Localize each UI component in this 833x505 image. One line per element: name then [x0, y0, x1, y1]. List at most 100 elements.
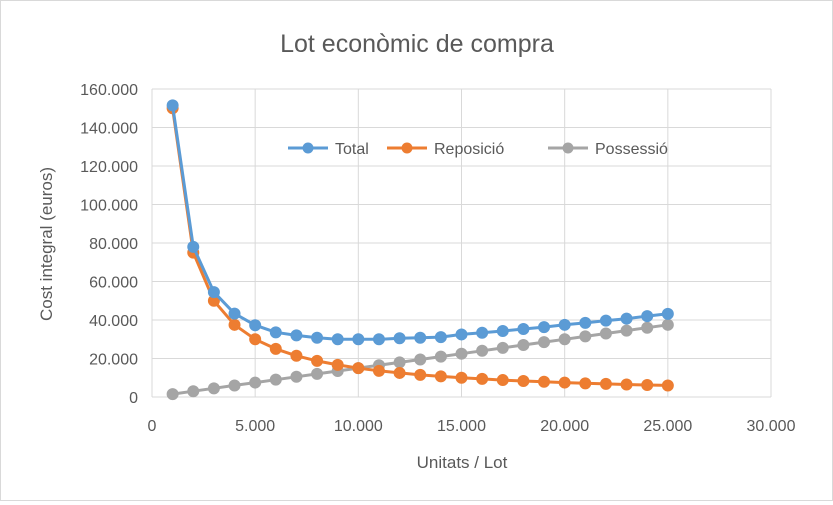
data-point-total	[414, 331, 427, 344]
data-point-possessio	[393, 356, 406, 369]
legend-label: Reposició	[434, 141, 504, 158]
data-point-reposicio	[599, 377, 612, 390]
data-point-total	[290, 329, 303, 342]
y-tick-label: 80.000	[89, 236, 138, 253]
data-point-total	[228, 307, 241, 320]
data-point-reposicio	[228, 318, 241, 331]
legend-label: Total	[335, 141, 369, 158]
y-tick-label: 20.000	[89, 352, 138, 369]
data-point-possessio	[579, 330, 592, 343]
data-point-possessio	[228, 379, 241, 392]
x-tick-label: 10.000	[334, 418, 383, 435]
data-point-reposicio	[434, 370, 447, 383]
data-point-total	[249, 319, 262, 332]
data-point-possessio	[187, 385, 200, 398]
data-point-possessio	[476, 344, 489, 357]
data-point-reposicio	[476, 372, 489, 385]
data-point-total	[331, 333, 344, 346]
data-point-reposicio	[352, 362, 365, 375]
legend-swatch-marker	[401, 142, 413, 154]
legend: Total Reposició Possessió	[288, 141, 668, 158]
axes	[151, 89, 771, 398]
data-point-possessio	[290, 370, 303, 383]
data-point-reposicio	[620, 378, 633, 391]
data-point-reposicio	[661, 379, 674, 392]
data-point-total	[393, 332, 406, 345]
y-tick-labels: 0 20.000 40.000 60.000 80.000 100.000 120.000 1…	[80, 82, 138, 407]
series-line-reposicio	[171, 108, 668, 387]
data-point-possessio	[311, 367, 324, 380]
data-point-reposicio	[331, 358, 344, 371]
data-point-total	[599, 314, 612, 327]
data-point-total	[476, 326, 489, 339]
data-point-possessio	[517, 339, 530, 352]
data-point-total	[579, 316, 592, 329]
data-point-possessio	[599, 327, 612, 340]
data-point-possessio	[538, 336, 551, 349]
data-point-reposicio	[558, 376, 571, 389]
data-point-total	[558, 318, 571, 331]
data-point-reposicio	[290, 349, 303, 362]
data-point-possessio	[455, 347, 468, 360]
series-total	[166, 99, 674, 346]
data-point-total	[352, 333, 365, 346]
series-reposicio	[166, 102, 674, 392]
x-tick-label: 20.000	[540, 418, 589, 435]
data-point-total	[372, 333, 385, 346]
x-tick-label: 25.000	[643, 418, 692, 435]
data-point-possessio	[434, 350, 447, 363]
data-point-reposicio	[455, 371, 468, 384]
data-point-possessio	[641, 321, 654, 334]
data-point-total	[166, 99, 179, 112]
data-point-total	[661, 307, 674, 320]
data-point-reposicio	[269, 342, 282, 355]
data-point-total	[517, 323, 530, 336]
data-point-reposicio	[372, 364, 385, 377]
data-point-total	[538, 321, 551, 334]
legend-swatch-marker	[302, 142, 314, 154]
series-line-total	[171, 105, 668, 341]
data-point-total	[620, 312, 633, 325]
y-tick-label: 140.000	[80, 121, 138, 138]
data-point-possessio	[620, 324, 633, 337]
y-tick-label: 40.000	[89, 313, 138, 330]
legend-swatch-marker	[562, 142, 574, 154]
data-point-possessio	[166, 388, 179, 401]
series-group	[166, 99, 674, 401]
data-point-possessio	[414, 353, 427, 366]
data-point-possessio	[661, 318, 674, 331]
series-possessio	[166, 318, 674, 401]
x-tick-label: 15.000	[437, 418, 486, 435]
legend-label: Possessió	[595, 141, 668, 158]
y-tick-label: 60.000	[89, 275, 138, 292]
legend-item-reposicio: Reposició	[387, 141, 504, 158]
data-point-possessio	[249, 376, 262, 389]
x-tick-label: 0	[148, 418, 157, 435]
data-point-reposicio	[641, 378, 654, 391]
y-tick-label: 100.000	[80, 198, 138, 215]
data-point-total	[187, 240, 200, 253]
data-point-possessio	[269, 373, 282, 386]
data-point-possessio	[496, 341, 509, 354]
data-point-possessio	[207, 382, 220, 395]
y-tick-label: 120.000	[80, 159, 138, 176]
legend-item-possessio: Possessió	[548, 141, 668, 158]
x-tick-label: 5.000	[235, 418, 275, 435]
x-tick-label: 30.000	[747, 418, 796, 435]
legend-item-total: Total	[288, 141, 369, 158]
data-point-reposicio	[393, 366, 406, 379]
data-point-possessio	[558, 333, 571, 346]
grid-lines	[152, 88, 772, 397]
data-point-reposicio	[311, 354, 324, 367]
data-point-total	[434, 331, 447, 344]
data-point-total	[311, 331, 324, 344]
data-point-total	[207, 286, 220, 299]
data-point-reposicio	[249, 333, 262, 346]
data-point-total	[641, 310, 654, 323]
data-point-reposicio	[538, 375, 551, 388]
data-point-reposicio	[517, 375, 530, 388]
data-point-total	[455, 328, 468, 341]
y-tick-label: 160.000	[80, 82, 138, 99]
y-tick-label: 0	[129, 390, 138, 407]
